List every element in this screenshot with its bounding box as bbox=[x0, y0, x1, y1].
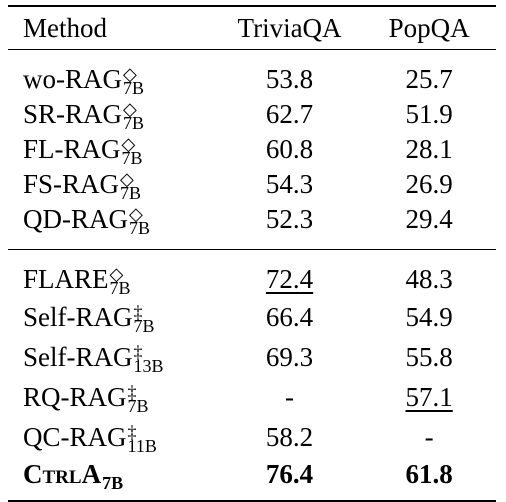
top-rule bbox=[8, 5, 496, 7]
method-cell: Self-RAG ‡ 7B bbox=[23, 301, 155, 336]
header-row: Method TriviaQA PopQA bbox=[8, 7, 496, 49]
popqa-cell: 61.8 bbox=[405, 459, 453, 489]
popqa-cell: 54.9 bbox=[405, 301, 453, 332]
triviaqa-cell: 54.3 bbox=[265, 169, 314, 199]
triviaqa-cell: 72.4 bbox=[217, 264, 362, 295]
popqa-cell: 29.4 bbox=[405, 204, 453, 234]
results-table: Method TriviaQA PopQA wo-RAG ◇ 7B 53.8 25.… bbox=[8, 5, 496, 502]
triviaqa-cell: 58.2 bbox=[265, 421, 314, 452]
table-row: FS-RAG ◇ 7B 54.3 26.9 bbox=[8, 167, 496, 202]
second-best-value: 72.4 bbox=[265, 264, 314, 294]
table-row: Self-RAG ‡ 7B 66.4 54.9 bbox=[8, 297, 496, 337]
popqa-cell: 55.8 bbox=[405, 341, 453, 372]
table-row: QD-RAG ◇ 7B 52.3 29.4 bbox=[8, 202, 496, 237]
method-cell: FLARE ◇ 7B bbox=[23, 264, 131, 298]
method-cell: CtrlA 7B bbox=[23, 459, 124, 493]
triviaqa-cell: 76.4 bbox=[265, 459, 314, 489]
triviaqa-cell: 62.7 bbox=[265, 99, 314, 129]
table-row: FL-RAG ◇ 7B 60.8 28.1 bbox=[8, 132, 496, 167]
header-triviaqa: TriviaQA bbox=[237, 12, 342, 43]
method-cell: SR-RAG ◇ 7B bbox=[23, 99, 145, 133]
triviaqa-cell: 60.8 bbox=[265, 134, 314, 164]
triviaqa-cell: 52.3 bbox=[265, 204, 314, 234]
triviaqa-cell: - bbox=[285, 381, 295, 412]
method-cell: FL-RAG ◇ 7B bbox=[23, 134, 143, 168]
triviaqa-cell: 69.3 bbox=[265, 341, 314, 372]
table-row: FLARE ◇ 7B 72.4 48.3 bbox=[8, 262, 496, 297]
method-cell: wo-RAG ◇ 7B bbox=[23, 64, 145, 98]
header-rule bbox=[8, 49, 496, 50]
table-row: SR-RAG ◇ 7B 62.7 51.9 bbox=[8, 97, 496, 132]
popqa-cell: 28.1 bbox=[405, 134, 453, 164]
group-rule bbox=[8, 249, 496, 250]
header-popqa: PopQA bbox=[388, 12, 470, 43]
table-row: RQ-RAG ‡ 7B - 57.1 bbox=[8, 377, 496, 417]
header-method: Method bbox=[23, 12, 107, 43]
method-cell: QD-RAG ◇ 7B bbox=[23, 204, 151, 238]
method-cell: Self-RAG ‡ 13B bbox=[23, 341, 164, 376]
table-row: CtrlA 7B 76.4 61.8 bbox=[8, 457, 496, 492]
popqa-cell: 25.7 bbox=[405, 64, 453, 94]
second-best-value: 57.1 bbox=[405, 381, 453, 412]
method-cell: QC-RAG ‡ 11B bbox=[23, 421, 157, 456]
method-cell: FS-RAG ◇ 7B bbox=[23, 169, 142, 203]
popqa-cell: 57.1 bbox=[362, 382, 496, 413]
triviaqa-cell: 66.4 bbox=[265, 301, 314, 332]
popqa-cell: 26.9 bbox=[405, 169, 453, 199]
table-row: Self-RAG ‡ 13B 69.3 55.8 bbox=[8, 337, 496, 377]
popqa-cell: - bbox=[424, 421, 434, 452]
popqa-cell: 48.3 bbox=[405, 264, 453, 294]
table-row: wo-RAG ◇ 7B 53.8 25.7 bbox=[8, 62, 496, 97]
triviaqa-cell: 53.8 bbox=[265, 64, 314, 94]
method-cell: RQ-RAG ‡ 7B bbox=[23, 381, 149, 416]
popqa-cell: 51.9 bbox=[405, 99, 453, 129]
table-row: QC-RAG ‡ 11B 58.2 - bbox=[8, 417, 496, 457]
